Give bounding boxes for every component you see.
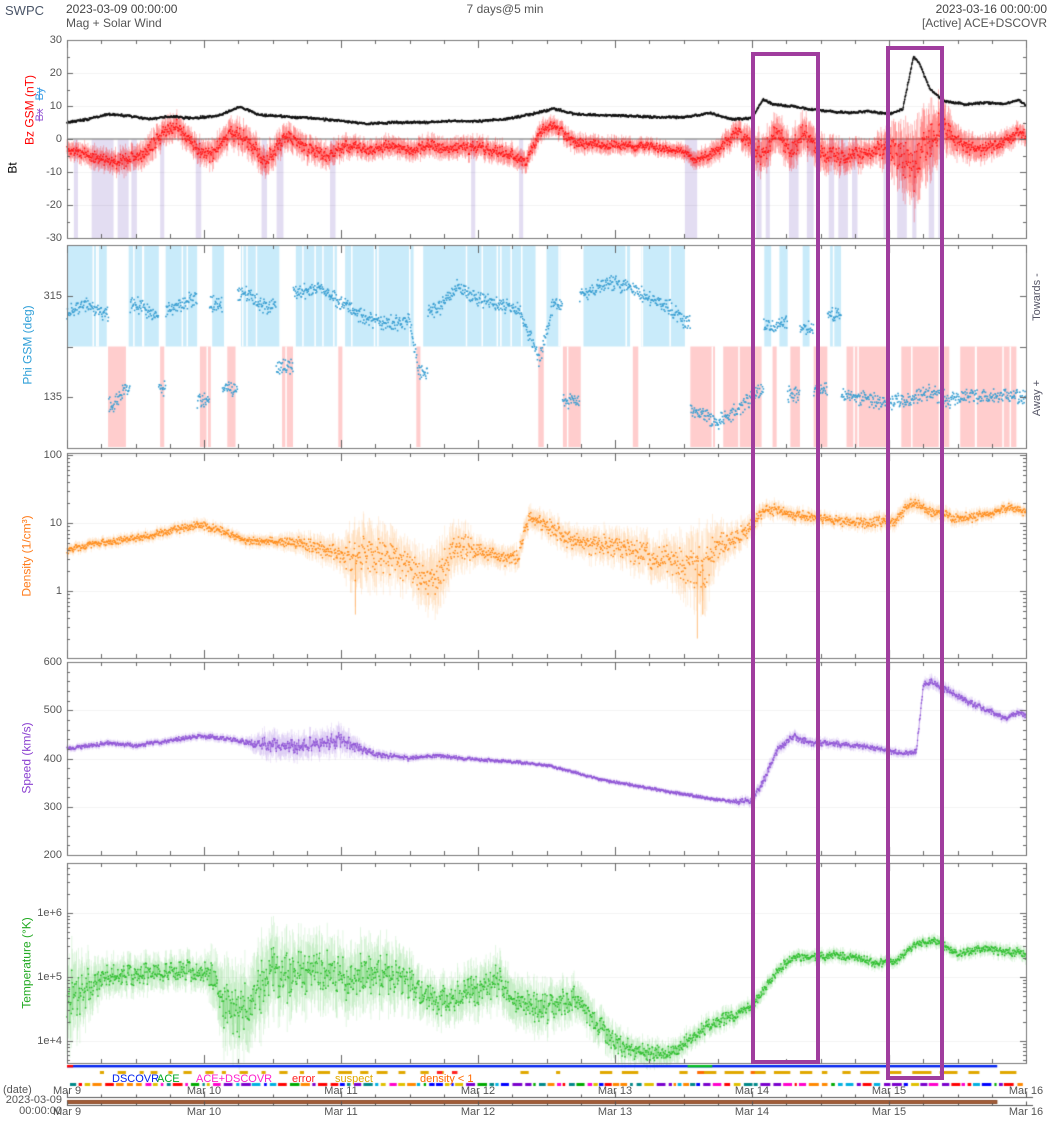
legend-item-ace: ACE — [157, 1073, 180, 1085]
ytick-label-phi: 315 — [43, 289, 62, 302]
date-label: Mar 11 — [324, 1106, 358, 1118]
ytick-label-mag: -20 — [46, 199, 62, 211]
ytick-label-speed: 500 — [43, 704, 62, 717]
ytick-label-temperature: 1e+5 — [37, 971, 62, 983]
ytick-label-mag: 0 — [55, 133, 62, 145]
date-label: Mar 15 — [871, 1106, 907, 1118]
duration-label: 7 days@5 min — [466, 2, 544, 16]
ytick-label-mag: 10 — [49, 100, 62, 112]
ytick-label-mag: -10 — [46, 166, 62, 178]
date-label: Mar 12 — [460, 1106, 496, 1118]
date-label: Mar 10 — [186, 1085, 222, 1097]
date-start-date: 2023-03-09 — [5, 1094, 62, 1106]
date-label: Mar 12 — [460, 1085, 496, 1097]
date-label: Mar 10 — [186, 1106, 222, 1118]
mode-label: [Active] ACE+DSCOVR — [921, 16, 1047, 30]
date-label: Mar 14 — [734, 1106, 770, 1118]
end-timestamp: 2023-03-16 00:00:00 — [935, 2, 1047, 16]
date-label: Mar 11 — [324, 1085, 358, 1097]
event-box-1 — [751, 52, 820, 1064]
ytick-label-mag: 30 — [49, 34, 62, 46]
ytick-label-density: 100 — [43, 449, 62, 461]
ytick-label-temperature: 1e+6 — [37, 907, 62, 919]
plot-title: Mag + Solar Wind — [66, 16, 162, 30]
date-label: Mar 13 — [597, 1106, 633, 1118]
towards-polarity-label: Towards - — [1031, 273, 1043, 321]
ytick-label-mag: 20 — [49, 67, 62, 79]
date-label: Mar 13 — [597, 1085, 633, 1097]
date-start-time: 00:00:00 — [19, 1105, 62, 1117]
date-caption: (date) — [3, 1084, 32, 1096]
brand-swpc: SWPC — [5, 3, 44, 18]
ytick-label-speed: 400 — [43, 752, 62, 765]
legend-item-density-1: density < 1 — [420, 1073, 474, 1085]
date-label: Mar 9 — [52, 1085, 82, 1097]
legend-item-error: error — [292, 1073, 316, 1085]
ytick-label-density: 1 — [55, 585, 62, 597]
date-label: Mar 14 — [734, 1085, 770, 1097]
start-timestamp: 2023-03-09 00:00:00 — [66, 2, 178, 16]
date-label: Mar 16 — [1008, 1085, 1044, 1097]
temperature-axis-label: Temperature (°K) — [19, 917, 34, 1009]
ytick-label-density: 10 — [49, 517, 62, 529]
legend-item-suspect: suspect — [335, 1073, 373, 1085]
event-box-2 — [885, 46, 945, 1080]
date-label: Mar 15 — [871, 1085, 907, 1097]
ytick-label-speed: 300 — [43, 800, 62, 813]
ytick-label-mag: -30 — [46, 232, 62, 244]
phi-axis-label: Phi GSM (deg) — [20, 305, 35, 385]
by-axis-label: By — [34, 87, 46, 101]
ytick-label-speed: 600 — [43, 656, 62, 668]
legend-item-ace-dscovr: ACE+DSCOVR — [196, 1073, 273, 1085]
date-label: Mar 16 — [1008, 1106, 1044, 1118]
away-polarity-label: Away + — [1031, 379, 1043, 417]
legend-item-dscovr: DSCOVR — [112, 1073, 160, 1085]
ytick-label-phi: 135 — [43, 391, 62, 404]
ytick-label-temperature: 1e+4 — [37, 1035, 62, 1047]
date-label: Mar 9 — [52, 1106, 82, 1118]
ytick-label-speed: 200 — [43, 849, 62, 861]
